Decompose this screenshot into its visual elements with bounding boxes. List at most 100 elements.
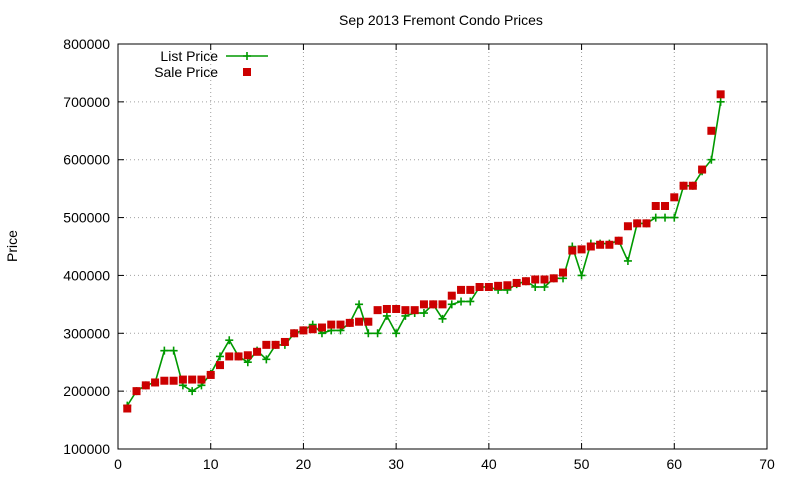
sale-price-point — [206, 370, 215, 379]
sale-price-point — [484, 283, 493, 291]
sale-price-point — [262, 340, 271, 349]
list-price-point — [225, 336, 234, 345]
x-tick-label: 60 — [666, 456, 682, 472]
sale-price-point — [188, 375, 197, 384]
y-axis-label: Price — [4, 230, 20, 262]
y-tick-label: 600000 — [63, 152, 110, 168]
list-price-point — [392, 329, 401, 338]
sale-price-point — [512, 278, 521, 287]
plot-series — [123, 90, 725, 413]
list-price-line — [126, 101, 722, 407]
list-price-point — [716, 97, 725, 106]
series-sale-price — [123, 90, 725, 413]
list-price-point — [382, 311, 391, 320]
list-price-point — [540, 283, 549, 291]
sale-price-point — [373, 306, 382, 315]
sale-price-point — [429, 300, 438, 309]
sale-price-point — [531, 275, 540, 284]
x-tick-label: 70 — [759, 456, 775, 472]
sale-price-point — [225, 352, 234, 361]
x-tick-label: 20 — [296, 456, 312, 472]
y-tick-label: 300000 — [63, 325, 110, 341]
sale-price-point — [178, 375, 187, 384]
list-price-point — [364, 329, 373, 338]
legend-swatch-marker — [243, 52, 251, 60]
list-price-point — [169, 346, 178, 355]
sale-price-point — [716, 90, 725, 99]
sale-price-point — [568, 246, 577, 255]
legend-swatch-marker — [243, 68, 251, 76]
sale-price-point — [160, 376, 169, 385]
sale-price-point — [586, 242, 595, 251]
legend-label: Sale Price — [154, 64, 218, 80]
sale-price-point — [336, 320, 345, 329]
sale-price-point — [540, 275, 549, 284]
sale-price-point — [633, 219, 642, 228]
sale-price-point — [401, 306, 410, 315]
sale-price-point — [392, 304, 401, 313]
sale-price-point — [707, 126, 716, 135]
y-tick-label: 100000 — [63, 441, 110, 457]
sale-price-point — [475, 283, 484, 291]
sale-price-point — [355, 317, 364, 326]
list-price-point — [262, 355, 271, 364]
sale-price-point — [151, 378, 160, 387]
list-price-point — [457, 297, 466, 306]
y-tick-label: 400000 — [63, 267, 110, 283]
y-tick-label: 700000 — [63, 94, 110, 110]
sale-price-point — [605, 240, 614, 249]
sale-price-point — [596, 240, 605, 249]
sale-price-point — [271, 340, 280, 349]
sale-price-point — [410, 306, 419, 315]
list-price-point — [447, 300, 456, 309]
sale-price-point — [253, 347, 262, 356]
sale-price-point — [503, 281, 512, 290]
grid-lines — [118, 44, 767, 449]
list-price-point — [438, 314, 447, 323]
sale-price-point — [549, 274, 558, 283]
list-price-point — [419, 309, 428, 318]
sale-price-point — [317, 323, 326, 332]
x-tick-label: 30 — [388, 456, 404, 472]
sale-price-point — [577, 245, 586, 254]
chart-title: Sep 2013 Fremont Condo Prices — [339, 12, 543, 28]
sale-price-point — [132, 387, 141, 396]
sale-price-point — [559, 268, 568, 277]
y-axis-ticks: 100000 200000 300000 400000 500000 600000 7000… — [63, 36, 767, 457]
sale-price-point — [447, 291, 456, 300]
list-price-point — [623, 256, 632, 265]
x-tick-label: 10 — [203, 456, 219, 472]
sale-price-point — [308, 325, 317, 334]
x-tick-label: 50 — [574, 456, 590, 472]
list-price-point — [160, 346, 169, 355]
legend-label: List Price — [160, 48, 218, 64]
sale-price-point — [688, 181, 697, 190]
sale-price-point — [642, 219, 651, 228]
sale-price-point — [679, 181, 688, 190]
series-list-price — [123, 97, 725, 410]
sale-price-point — [169, 376, 178, 385]
sale-price-point — [215, 361, 224, 370]
y-tick-label: 800000 — [63, 36, 110, 52]
y-tick-label: 500000 — [63, 210, 110, 226]
x-axis-ticks: 0 10 20 30 40 50 60 70 — [114, 44, 775, 472]
list-price-point — [188, 387, 197, 396]
list-price-point — [243, 358, 252, 367]
sale-price-point — [614, 236, 623, 245]
list-price-point — [577, 271, 586, 280]
sale-price-point — [123, 404, 132, 413]
sale-price-point — [345, 318, 354, 327]
list-price-point — [707, 155, 716, 164]
x-tick-label: 0 — [114, 456, 122, 472]
list-price-point — [466, 297, 475, 306]
sale-price-point — [290, 329, 299, 338]
list-price-point — [355, 300, 364, 309]
sale-price-point — [466, 285, 475, 294]
sale-price-point — [243, 351, 252, 360]
sale-price-point — [141, 381, 150, 390]
list-price-point — [215, 352, 224, 361]
sale-price-point — [364, 317, 373, 326]
list-price-point — [661, 213, 670, 222]
